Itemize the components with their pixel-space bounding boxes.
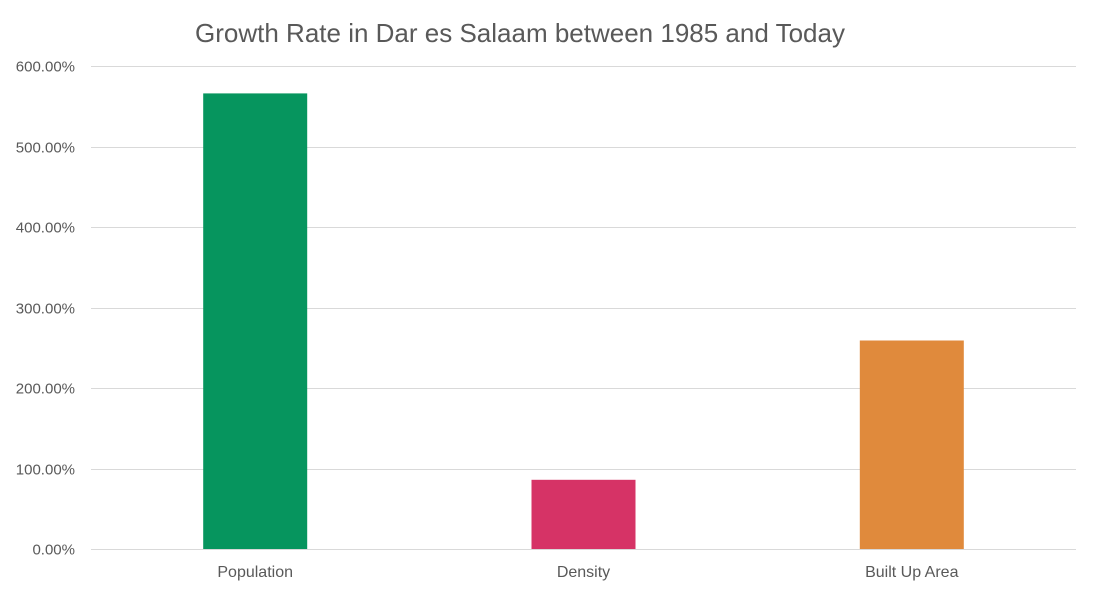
chart-title: Growth Rate in Dar es Salaam between 198… — [195, 18, 845, 48]
x-category-label: Population — [217, 564, 293, 581]
x-axis-category-labels: Population Density Built Up Area — [217, 564, 958, 581]
bar-density — [531, 479, 636, 549]
x-category-label: Built Up Area — [865, 564, 958, 581]
y-tick-label: 400.00% — [16, 220, 75, 237]
y-tick-label: 600.00% — [16, 59, 75, 76]
x-category-label: Density — [557, 564, 610, 581]
y-tick-label: 500.00% — [16, 140, 75, 157]
y-tick-label: 100.00% — [16, 462, 75, 479]
bar-population — [203, 93, 308, 550]
bars — [203, 93, 964, 550]
y-tick-label: 0.00% — [32, 542, 75, 559]
bar-built-up-area — [859, 340, 964, 549]
y-tick-label: 300.00% — [16, 301, 75, 318]
y-tick-label: 200.00% — [16, 381, 75, 398]
y-axis-tick-labels: 0.00% 100.00% 200.00% 300.00% 400.00% 500.00%… — [16, 59, 75, 559]
